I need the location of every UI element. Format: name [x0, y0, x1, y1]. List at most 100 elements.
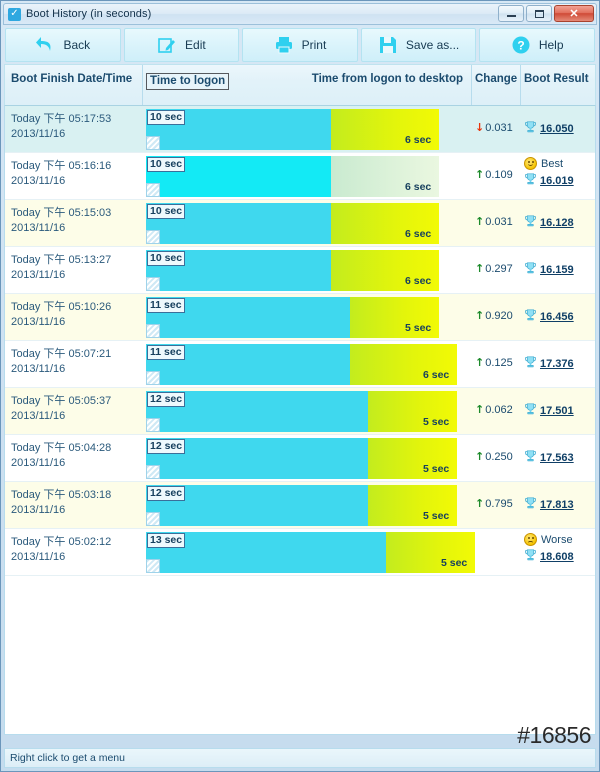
cell-boot-bars[interactable] [146, 250, 439, 291]
datetime-line-2: 2013/11/16 [11, 457, 66, 469]
edit-button[interactable]: Edit [123, 28, 240, 62]
cell-boot-result[interactable]: 16.019 [524, 173, 574, 189]
cell-boot-bars[interactable] [146, 532, 475, 573]
boot-result-value[interactable]: 16.128 [540, 217, 574, 229]
datetime-line-1: Today 下午 05:17:53 [11, 113, 112, 125]
cell-boot-bars[interactable] [146, 156, 439, 197]
cell-boot-bars[interactable] [146, 344, 457, 385]
cell-change: ↑0.297 [475, 262, 513, 275]
trophy-icon [524, 549, 537, 565]
boot-result-value[interactable]: 16.456 [540, 311, 574, 323]
column-header-time-to-logon[interactable]: Time to logon [146, 73, 230, 90]
table-row[interactable]: Today 下午 05:05:37 2013/11/16 12 sec 5 sec ↑0… [5, 388, 595, 435]
datetime-line-1: Today 下午 05:13:27 [11, 254, 112, 266]
boot-result-value[interactable]: 17.376 [540, 358, 574, 370]
cell-change: ↑0.062 [475, 403, 513, 416]
bar-time-to-desktop[interactable] [386, 532, 475, 573]
label-time-to-desktop: 5 sec [423, 416, 450, 428]
table-row[interactable]: Today 下午 05:16:16 2013/11/16 10 sec 6 sec ↑0… [5, 153, 595, 200]
bar-resize-handle[interactable] [146, 418, 160, 432]
bar-time-to-desktop[interactable] [368, 438, 457, 479]
print-button[interactable]: Print [242, 28, 358, 62]
bar-time-to-desktop[interactable] [368, 485, 457, 526]
bar-time-to-desktop[interactable] [331, 203, 439, 244]
datetime-line-2: 2013/11/16 [11, 128, 66, 140]
cell-boot-result[interactable]: 16.456 [524, 309, 574, 325]
cell-boot-result[interactable]: 16.159 [524, 262, 574, 278]
bar-time-to-desktop[interactable] [331, 109, 439, 150]
trophy-icon [524, 262, 537, 278]
bar-time-to-logon[interactable] [146, 532, 386, 573]
cell-boot-result[interactable]: 17.563 [524, 450, 574, 466]
close-button[interactable]: ✕ [554, 5, 594, 22]
trophy-icon [524, 121, 537, 137]
column-header-time-to-desktop[interactable]: Time from logon to desktop [311, 73, 463, 85]
column-header-date[interactable]: Boot Finish Date/Time [11, 73, 133, 85]
bar-time-to-desktop[interactable] [331, 250, 439, 291]
bar-time-to-desktop[interactable] [368, 391, 457, 432]
cell-boot-result[interactable]: 16.050 [524, 121, 574, 137]
cell-change: ↑0.795 [475, 497, 513, 510]
table-row[interactable]: Today 下午 05:10:26 2013/11/16 11 sec 5 sec ↑0… [5, 294, 595, 341]
cell-boot-bars[interactable] [146, 297, 439, 338]
change-value: 0.250 [485, 451, 513, 463]
cell-boot-bars[interactable] [146, 203, 439, 244]
boot-result-value[interactable]: 16.019 [540, 175, 574, 187]
datetime-line-1: Today 下午 05:05:37 [11, 395, 112, 407]
column-header-boot-result[interactable]: Boot Result [524, 73, 589, 85]
boot-result-value[interactable]: 17.563 [540, 452, 574, 464]
cell-boot-bars[interactable] [146, 438, 457, 479]
boot-history-grid[interactable]: Today 下午 05:17:53 2013/11/16 10 sec 6 sec ↓0… [4, 106, 596, 735]
bar-resize-handle[interactable] [146, 230, 160, 244]
boot-result-value[interactable]: 17.501 [540, 405, 574, 417]
bar-resize-handle[interactable] [146, 277, 160, 291]
table-row[interactable]: Today 下午 05:02:12 2013/11/16 13 sec 5 sec Wo… [5, 529, 595, 576]
table-row[interactable]: Today 下午 05:15:03 2013/11/16 10 sec 6 sec ↑0… [5, 200, 595, 247]
bar-resize-handle[interactable] [146, 371, 160, 385]
maximize-button[interactable] [526, 5, 552, 22]
cell-boot-bars[interactable] [146, 485, 457, 526]
bar-time-to-desktop[interactable] [350, 344, 457, 385]
bar-resize-handle[interactable] [146, 136, 160, 150]
table-row[interactable]: Today 下午 05:03:18 2013/11/16 12 sec 5 sec ↑0… [5, 482, 595, 529]
label-time-to-desktop: 6 sec [405, 134, 432, 146]
column-divider [142, 65, 143, 105]
boot-result-value[interactable]: 18.608 [540, 551, 574, 563]
window-title: Boot History (in seconds) [26, 8, 152, 20]
cell-change: ↑0.920 [475, 309, 513, 322]
bar-time-to-desktop[interactable] [331, 156, 439, 197]
label-time-to-logon: 12 sec [147, 439, 186, 454]
cell-boot-bars[interactable] [146, 391, 457, 432]
datetime-line-1: Today 下午 05:03:18 [11, 489, 112, 501]
floppy-save-icon [378, 35, 398, 55]
boot-result-value[interactable]: 17.813 [540, 499, 574, 511]
trophy-icon [524, 403, 537, 419]
cell-boot-result[interactable]: 16.128 [524, 215, 574, 231]
cell-boot-result[interactable]: 18.608 [524, 549, 574, 565]
table-row[interactable]: Today 下午 05:17:53 2013/11/16 10 sec 6 sec ↓0… [5, 106, 595, 153]
boot-result-value[interactable]: 16.159 [540, 264, 574, 276]
minimize-button[interactable] [498, 5, 524, 22]
bar-resize-handle[interactable] [146, 324, 160, 338]
column-header-change[interactable]: Change [475, 73, 518, 85]
help-button[interactable]: ? Help [479, 28, 595, 62]
table-row[interactable]: Today 下午 05:04:28 2013/11/16 12 sec 5 sec ↑0… [5, 435, 595, 482]
bar-resize-handle[interactable] [146, 465, 160, 479]
cell-boot-result[interactable]: 17.813 [524, 497, 574, 513]
bar-resize-handle[interactable] [146, 512, 160, 526]
datetime-line-2: 2013/11/16 [11, 504, 66, 516]
boot-result-value[interactable]: 16.050 [540, 123, 574, 135]
label-time-to-desktop: 6 sec [423, 369, 450, 381]
cell-boot-result[interactable]: 17.376 [524, 356, 574, 372]
save-as-button[interactable]: Save as... [360, 28, 477, 62]
back-button[interactable]: Back [5, 28, 121, 62]
trophy-icon [524, 309, 537, 325]
bar-resize-handle[interactable] [146, 559, 160, 573]
table-row[interactable]: Today 下午 05:07:21 2013/11/16 11 sec 6 sec ↑0… [5, 341, 595, 388]
cell-boot-bars[interactable] [146, 109, 439, 150]
arrow-up-icon: ↑ [475, 168, 485, 181]
bar-time-to-desktop[interactable] [350, 297, 439, 338]
bar-resize-handle[interactable] [146, 183, 160, 197]
table-row[interactable]: Today 下午 05:13:27 2013/11/16 10 sec 6 sec ↑0… [5, 247, 595, 294]
cell-boot-result[interactable]: 17.501 [524, 403, 574, 419]
